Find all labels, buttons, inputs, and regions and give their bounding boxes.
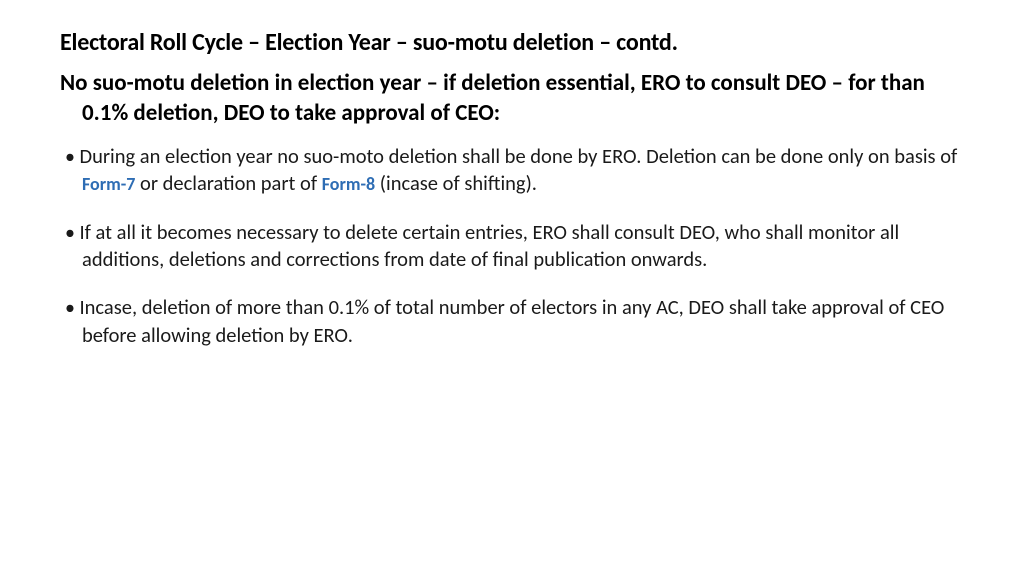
- bullet-text: or declaration part of: [135, 170, 321, 196]
- slide-title: Electoral Roll Cycle – Election Year – s…: [60, 28, 964, 57]
- bullet-text: If at all it becomes necessary to delete…: [79, 219, 899, 273]
- form-link: Form-7: [82, 173, 135, 195]
- list-item: If at all it becomes necessary to delete…: [60, 219, 964, 273]
- list-item: During an election year no suo-moto dele…: [60, 143, 964, 197]
- bullet-list: During an election year no suo-moto dele…: [60, 143, 964, 348]
- bullet-text: Incase, deletion of more than 0.1% of to…: [79, 294, 944, 348]
- list-item: Incase, deletion of more than 0.1% of to…: [60, 294, 964, 348]
- slide-subtitle: No suo-motu deletion in election year – …: [82, 69, 964, 129]
- form-link: Form-8: [322, 173, 375, 195]
- bullet-text: During an election year no suo-moto dele…: [79, 143, 957, 169]
- bullet-text: (incase of shifting).: [375, 170, 537, 196]
